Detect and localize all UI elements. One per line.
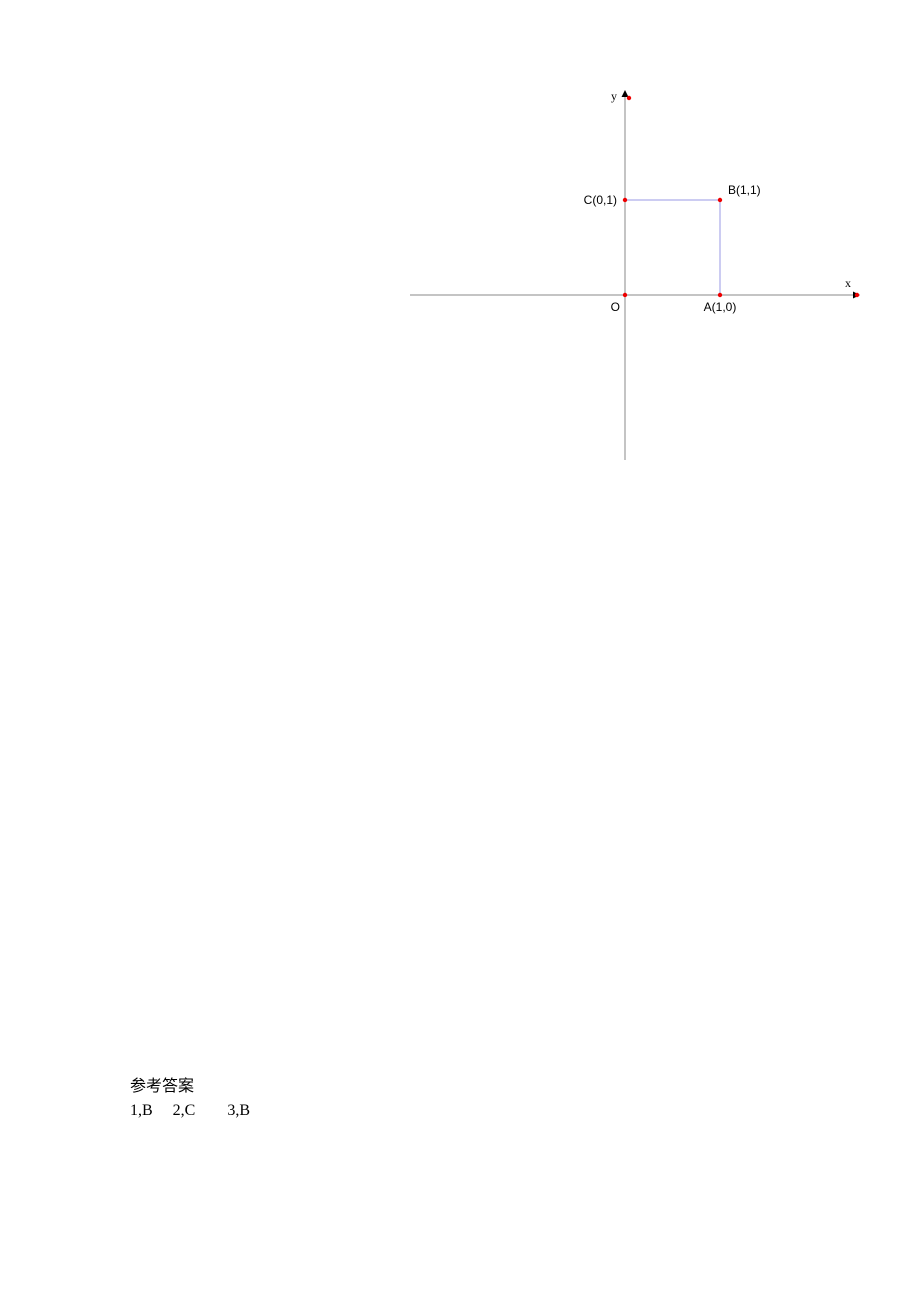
svg-text:x: x [845, 276, 851, 290]
svg-text:y: y [611, 90, 617, 103]
answer-item: 2,C [173, 1102, 196, 1119]
svg-text:O: O [611, 300, 620, 314]
svg-text:A(1,0): A(1,0) [704, 300, 737, 314]
coordinate-chart: x y O A(1,0) B(1,1) C(0,1) [410, 90, 860, 460]
answers-heading: 参考答案 [130, 1075, 250, 1099]
svg-text:C(0,1): C(0,1) [584, 193, 617, 207]
answers-section: 参考答案 1,B 2,C 3,B [130, 1075, 250, 1123]
answers-row: 1,B 2,C 3,B [130, 1099, 250, 1123]
answer-item: 1,B [130, 1102, 153, 1119]
coordinate-svg: x y O A(1,0) B(1,1) C(0,1) [410, 90, 860, 460]
svg-text:B(1,1): B(1,1) [728, 183, 761, 197]
answer-item: 3,B [227, 1102, 250, 1119]
